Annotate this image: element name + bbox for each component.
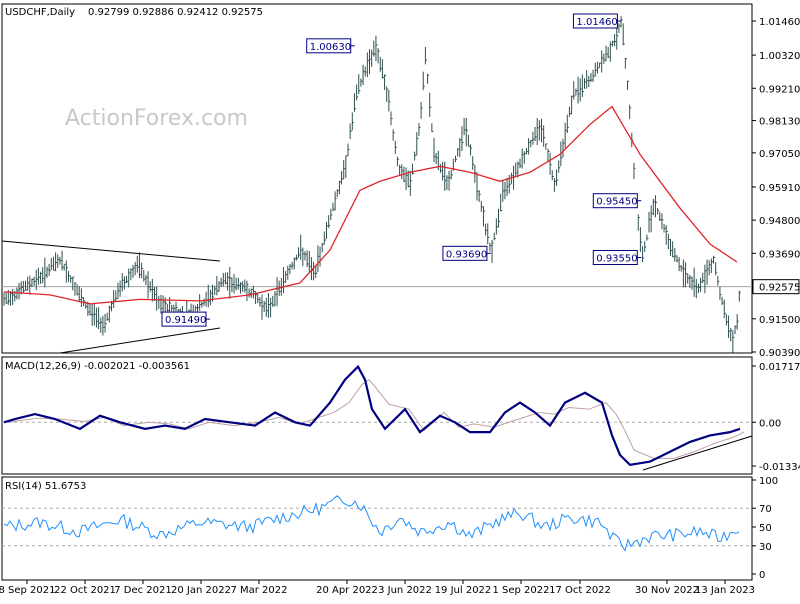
- rsi-title: RSI(14) 51.6753: [5, 481, 86, 492]
- trendline-lower: [59, 327, 221, 354]
- macd-panel-frame: [1, 356, 753, 475]
- x-tick-label: 1 Sep 2022: [492, 585, 549, 596]
- ohlc-values: 0.92799 0.92886 0.92412 0.92575: [88, 7, 263, 18]
- rsi-y-tick-label: 30: [759, 542, 772, 553]
- macd-y-tick-label: 0.017176: [759, 362, 800, 373]
- symbol-label: USDCHF,Daily: [5, 7, 75, 18]
- price-y-tick-label: 1.01460: [759, 17, 800, 28]
- x-tick-label: 7 Mar 2022: [230, 585, 287, 596]
- trendline-upper: [1, 240, 221, 262]
- watermark: ActionForex.com: [65, 106, 248, 131]
- rsi-panel-frame: [1, 476, 753, 581]
- annotation-label: 0.93690: [446, 249, 487, 260]
- price-y-tick-label: 0.91500: [759, 315, 800, 326]
- annotation-label: 0.91490: [165, 315, 206, 326]
- x-tick-label: 17 Oct 2022: [549, 585, 611, 596]
- rsi-y-tick-label: 100: [759, 476, 778, 487]
- price-panel-frame: [1, 3, 753, 354]
- rsi-y-tick-label: 70: [759, 504, 772, 515]
- rsi-line: [3, 495, 740, 552]
- annotation-label: 1.00630: [310, 42, 351, 53]
- price-y-tick-label: 0.99210: [759, 84, 800, 95]
- price-y-tick-label: 0.97050: [759, 149, 800, 160]
- x-tick-label: 20 Apr 2022: [316, 585, 378, 596]
- x-tick-label: 13 Jan 2023: [695, 585, 755, 596]
- annotation-label: 0.95450: [596, 197, 637, 208]
- x-tick-label: 19 Jul 2022: [435, 585, 492, 596]
- macd-title: MACD(12,26,9) -0.002021 -0.003561: [5, 361, 190, 372]
- rsi-y-tick-label: 0: [759, 570, 765, 581]
- price-y-tick-label: 1.00320: [759, 51, 800, 62]
- price-y-tick-label: 0.93690: [759, 249, 800, 260]
- x-tick-label: 30 Nov 2022: [635, 585, 699, 596]
- macd-y-tick-label: 0.00: [759, 418, 781, 429]
- current-price-box: [752, 279, 800, 295]
- macd-trendline: [642, 435, 753, 471]
- moving-average-line: [3, 105, 738, 305]
- x-tick-label: 3 Jun 2022: [378, 585, 432, 596]
- x-tick-label: 8 Sep 2021: [0, 585, 56, 596]
- price-y-tick-label: 0.92575: [759, 283, 800, 294]
- x-tick-label: 20 Jan 2022: [171, 585, 231, 596]
- rsi-y-tick-label: 50: [759, 523, 772, 534]
- price-y-tick-label: 0.94800: [759, 216, 800, 227]
- price-y-tick-label: 0.95910: [759, 183, 800, 194]
- x-tick-label: 7 Dec 2021: [114, 585, 172, 596]
- annotation-label: 0.93550: [596, 254, 637, 265]
- x-tick-label: 22 Oct 2021: [54, 585, 116, 596]
- price-y-tick-label: 0.90390: [759, 348, 800, 359]
- macd-y-tick-label: -0.01334: [759, 462, 800, 473]
- macd-signal-line: [7, 379, 745, 459]
- macd-line: [3, 364, 741, 467]
- price-y-tick-label: 0.98130: [759, 117, 800, 128]
- annotation-label: 1.01460: [576, 17, 617, 28]
